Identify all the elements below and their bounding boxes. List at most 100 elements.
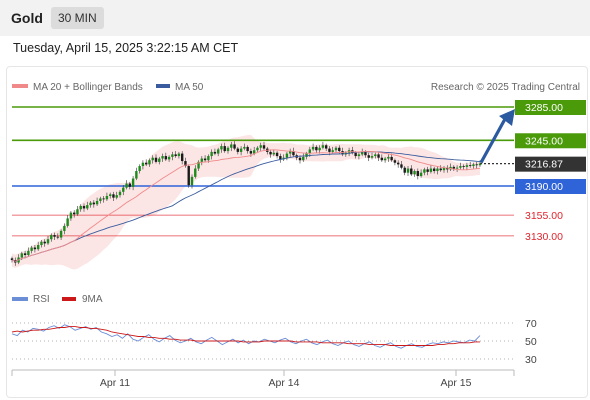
candle-body bbox=[236, 148, 240, 152]
candle-body bbox=[138, 166, 141, 172]
candle-body bbox=[308, 149, 312, 154]
candle-body bbox=[387, 156, 390, 159]
candle-body bbox=[468, 165, 472, 167]
candle-body bbox=[200, 158, 204, 162]
candle-body bbox=[442, 167, 446, 171]
candle-body bbox=[105, 195, 109, 200]
candle-body bbox=[374, 154, 377, 157]
projection-arrow-shaft bbox=[479, 118, 507, 164]
timestamp: Tuesday, April 15, 2025 3:22:15 AM CET bbox=[13, 41, 239, 55]
candle-body bbox=[413, 171, 416, 175]
candle-body bbox=[403, 167, 406, 173]
candle-body bbox=[380, 157, 384, 161]
candle-body bbox=[164, 156, 168, 160]
candle-body bbox=[324, 145, 328, 149]
candle-body bbox=[220, 146, 223, 150]
candle-body bbox=[210, 151, 213, 157]
candle-body bbox=[318, 147, 321, 151]
candle-body bbox=[311, 146, 315, 150]
candle-body bbox=[354, 152, 357, 157]
rsi-legend-label: RSI bbox=[33, 294, 50, 305]
candle-body bbox=[187, 166, 190, 186]
candle-body bbox=[321, 145, 325, 148]
candle-body bbox=[279, 156, 282, 160]
projection-arrow-head bbox=[499, 109, 515, 126]
candle-body bbox=[292, 151, 295, 156]
candle-body bbox=[216, 149, 220, 154]
candle-body bbox=[465, 165, 469, 167]
candle-body bbox=[118, 191, 122, 196]
instrument-title: Gold bbox=[11, 10, 43, 26]
candle-body bbox=[426, 169, 429, 172]
candle-body bbox=[213, 151, 217, 154]
candle-body bbox=[239, 148, 243, 152]
candle-body bbox=[59, 230, 63, 238]
candle-body bbox=[184, 161, 187, 167]
candle-body bbox=[334, 147, 338, 151]
candle-body bbox=[82, 205, 86, 209]
candle-body bbox=[315, 146, 318, 151]
candle-body bbox=[174, 154, 177, 157]
candle-body bbox=[243, 146, 246, 149]
candle-body bbox=[272, 152, 276, 155]
candle-body bbox=[233, 144, 236, 149]
candle-body bbox=[338, 147, 341, 152]
candle-body bbox=[423, 169, 426, 173]
candle-body bbox=[298, 157, 302, 161]
candle-body bbox=[459, 166, 462, 168]
candle-body bbox=[475, 164, 478, 166]
candle-body bbox=[167, 156, 171, 160]
candle-body bbox=[288, 151, 292, 154]
top-bar: Gold 30 MIN bbox=[0, 0, 590, 36]
candle-body bbox=[128, 183, 132, 187]
x-tick-label: Apr 14 bbox=[269, 377, 300, 389]
candle-body bbox=[367, 155, 370, 158]
candle-body bbox=[135, 171, 138, 179]
support-label-3130.00: 3130.00 bbox=[525, 231, 563, 243]
interval-button[interactable]: 30 MIN bbox=[51, 7, 104, 29]
candle-body bbox=[432, 168, 436, 172]
candle-body bbox=[53, 235, 56, 237]
candle-body bbox=[331, 150, 334, 152]
ma50-legend-swatch bbox=[156, 84, 170, 88]
candle-body bbox=[207, 156, 210, 161]
candle-body bbox=[269, 151, 272, 155]
candle-body bbox=[131, 178, 135, 187]
candle-body bbox=[203, 158, 207, 161]
pivot-label-box-3190.00 bbox=[515, 179, 586, 194]
candle-body bbox=[194, 168, 197, 177]
candle-body bbox=[478, 163, 482, 166]
candle-body bbox=[393, 160, 397, 163]
candle-body bbox=[357, 154, 361, 157]
resistance-label-box-3245.00 bbox=[515, 133, 586, 149]
candle-body bbox=[305, 153, 308, 157]
candle-body bbox=[63, 225, 66, 231]
candle-body bbox=[108, 194, 112, 196]
candle-body bbox=[197, 161, 200, 169]
candle-body bbox=[125, 183, 128, 188]
rsi-ma9-line bbox=[11, 326, 480, 346]
candle-body bbox=[416, 171, 420, 177]
resistance-label-box-3285.00 bbox=[515, 100, 586, 115]
candle-body bbox=[256, 147, 259, 151]
candle-body bbox=[10, 258, 14, 261]
candle-body bbox=[56, 236, 60, 238]
candle-body bbox=[79, 205, 82, 210]
candle-body bbox=[158, 158, 161, 162]
candle-body bbox=[33, 247, 37, 250]
candle-body bbox=[50, 235, 53, 240]
rsi-line bbox=[11, 324, 481, 349]
candle-body bbox=[36, 245, 40, 250]
candle-body bbox=[252, 150, 256, 154]
candle-body bbox=[190, 176, 194, 186]
candle-body bbox=[226, 147, 230, 152]
ma20-legend-label: MA 20 + Bollinger Bands bbox=[33, 82, 143, 93]
ma50-line bbox=[11, 151, 481, 262]
candle-body bbox=[462, 166, 465, 167]
rsi-tick-70: 70 bbox=[525, 318, 537, 330]
ma20-legend-swatch bbox=[12, 84, 28, 88]
candle-body bbox=[171, 154, 174, 157]
candle-body bbox=[285, 153, 289, 158]
rsi-tick-30: 30 bbox=[525, 354, 537, 366]
